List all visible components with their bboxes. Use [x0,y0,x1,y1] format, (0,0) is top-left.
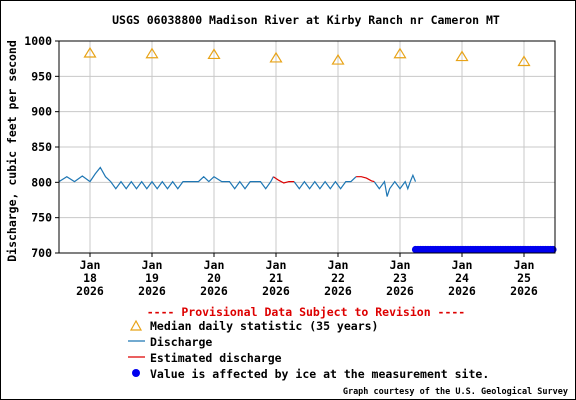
x-tick-label: 19 [145,271,159,285]
median-triangle-marker [269,51,283,63]
x-tick-label: 20 [207,271,221,285]
median-triangle-marker [455,50,469,62]
discharge-line [293,176,357,190]
y-tick-label: 800 [31,175,52,189]
grid [59,40,555,254]
x-tick-label: 2026 [386,284,414,298]
discharge-line [58,166,274,190]
legend-estimated-label: Estimated discharge [150,351,282,365]
median-triangle-marker [83,46,97,58]
x-tick-label: Jan [452,258,473,272]
y-tick-label: 850 [31,140,52,154]
x-tick-label: 2026 [324,284,352,298]
x-tick-label: 2026 [262,284,290,298]
x-tick-label: Jan [514,258,535,272]
legend: Median daily statistic (35 years) Discha… [128,319,489,381]
x-tick-label: Jan [266,258,287,272]
median-triangle-marker [331,53,345,65]
x-tick-label: Jan [204,258,225,272]
x-tick-label: 2026 [76,284,104,298]
estimated-discharge-line [273,176,295,184]
series-layer [58,46,557,254]
x-tick-label: Jan [80,258,101,272]
provisional-notice: ---- Provisional Data Subject to Revisio… [147,305,466,319]
discharge-line [373,173,417,197]
x-tick-label: 2026 [200,284,228,298]
x-tick-label: 21 [269,271,283,285]
median-triangle-marker [393,47,407,59]
x-tick-label: 2026 [138,284,166,298]
x-tick-label: 2026 [510,284,538,298]
chart-title: USGS 06038800 Madison River at Kirby Ran… [112,13,500,27]
legend-ice-label: Value is affected by ice at the measurem… [150,367,489,381]
plot-area-border [58,40,556,254]
credit-text: Graph courtesy of the U.S. Geological Su… [343,386,568,397]
legend-ice-dot-icon [132,369,140,377]
legend-median-triangle-icon [129,319,143,331]
x-tick-label: 22 [331,271,345,285]
x-tick-label: Jan [142,258,163,272]
y-tick-labels: 700 750 800 850 900 950 1000 [24,34,59,260]
y-tick-label: 700 [31,246,52,260]
x-tick-labels: Jan182026Jan192026Jan202026Jan212026Jan2… [76,253,538,298]
y-tick-label: 950 [31,69,52,83]
y-tick-label: 750 [31,211,52,225]
y-axis-label: Discharge, cubic feet per second [5,40,19,262]
x-tick-label: Jan [390,258,411,272]
legend-discharge-label: Discharge [150,335,212,349]
x-tick-label: 2026 [448,284,476,298]
median-triangle-marker [145,47,159,59]
x-tick-label: Jan [328,258,349,272]
ice-affected-dot [549,245,557,254]
estimated-discharge-line [356,176,375,183]
x-tick-label: 25 [517,271,531,285]
median-triangle-marker [517,55,531,67]
y-tick-label: 900 [31,105,52,119]
x-tick-label: 18 [83,271,97,285]
y-tick-label: 1000 [24,34,52,48]
x-tick-label: 24 [455,271,469,285]
legend-median-label: Median daily statistic (35 years) [150,319,378,333]
x-tick-label: 23 [393,271,407,285]
median-triangle-marker [207,48,221,60]
